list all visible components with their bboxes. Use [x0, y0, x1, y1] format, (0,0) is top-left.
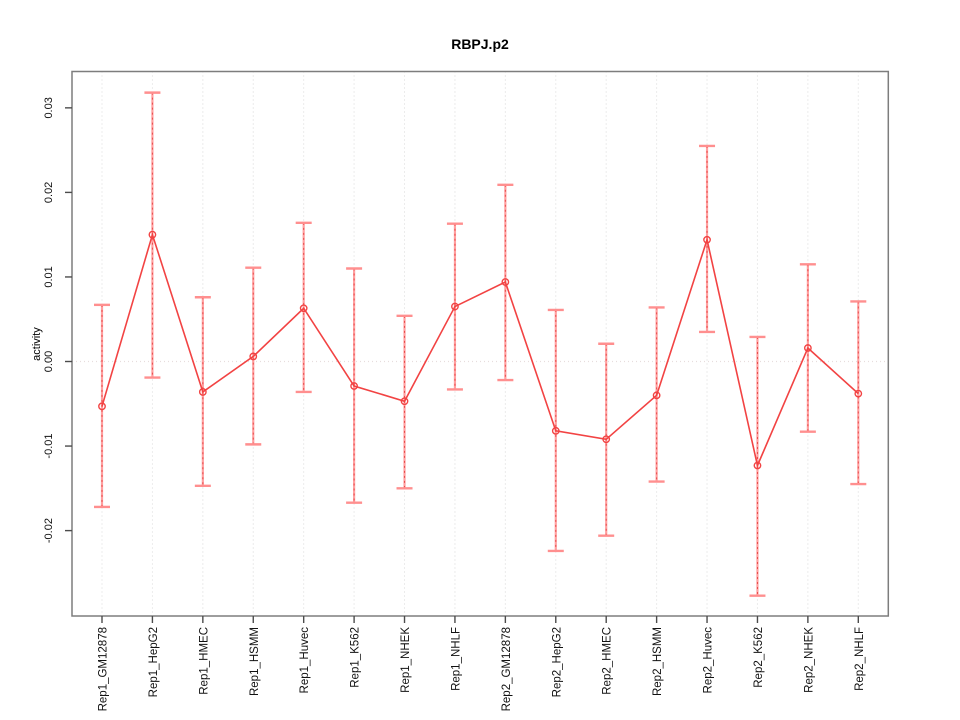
- data-point-marker: [703, 235, 711, 244]
- x-tick-label: Rep2_HMEC: [602, 627, 614, 695]
- x-tick-label: Rep2_HSMM: [652, 627, 664, 696]
- x-tick-label: Rep1_NHLF: [450, 627, 462, 691]
- x-tick-label: Rep2_NHLF: [854, 627, 866, 691]
- y-tick-label: 0.01: [43, 266, 55, 287]
- x-tick-label: Rep1_GM12878: [98, 627, 110, 711]
- x-tick-label: Rep2_HepG2: [551, 627, 563, 697]
- y-tick-label: 0.00: [43, 351, 55, 372]
- data-point-marker: [148, 230, 157, 239]
- x-tick-label: Rep1_Huvec: [299, 627, 311, 694]
- x-tick-label: Rep1_HSMM: [249, 627, 261, 696]
- data-point-marker: [753, 461, 762, 470]
- data-point-marker: [602, 435, 611, 444]
- x-tick-label: Rep2_K562: [753, 627, 765, 688]
- y-tick-label: 0.02: [43, 182, 55, 203]
- x-tick-label: Rep2_NHEK: [803, 627, 815, 693]
- x-tick-label: Rep1_K562: [350, 627, 362, 688]
- data-point-marker: [400, 397, 409, 406]
- data-point-marker: [652, 391, 661, 400]
- data-point-marker: [350, 382, 358, 390]
- data-point-marker: [551, 426, 560, 435]
- data-point-marker: [451, 302, 459, 311]
- series-line: [101, 231, 859, 469]
- data-point-marker: [803, 344, 812, 352]
- y-tick-label: -0.02: [43, 518, 55, 543]
- x-tick-label: Rep1_HMEC: [198, 627, 210, 695]
- data-point-marker: [299, 304, 308, 313]
- chart-title: RBPJ.p2: [451, 36, 509, 52]
- y-tick-label: 0.03: [43, 97, 55, 118]
- data-point-marker: [98, 402, 106, 411]
- x-tick-label: Rep1_HepG2: [148, 627, 160, 697]
- data-point-marker: [249, 352, 258, 361]
- plot-border: [71, 70, 890, 617]
- x-tick-label: Rep2_Huvec: [703, 627, 715, 694]
- y-tick-label: -0.01: [43, 434, 55, 459]
- data-point-marker: [854, 389, 863, 398]
- data-point-marker: [198, 388, 207, 396]
- x-tick-label: Rep1_NHEK: [400, 627, 412, 693]
- data-point-marker: [501, 278, 510, 286]
- x-tick-label: Rep2_GM12878: [501, 627, 513, 711]
- y-axis-title: activity: [31, 327, 43, 361]
